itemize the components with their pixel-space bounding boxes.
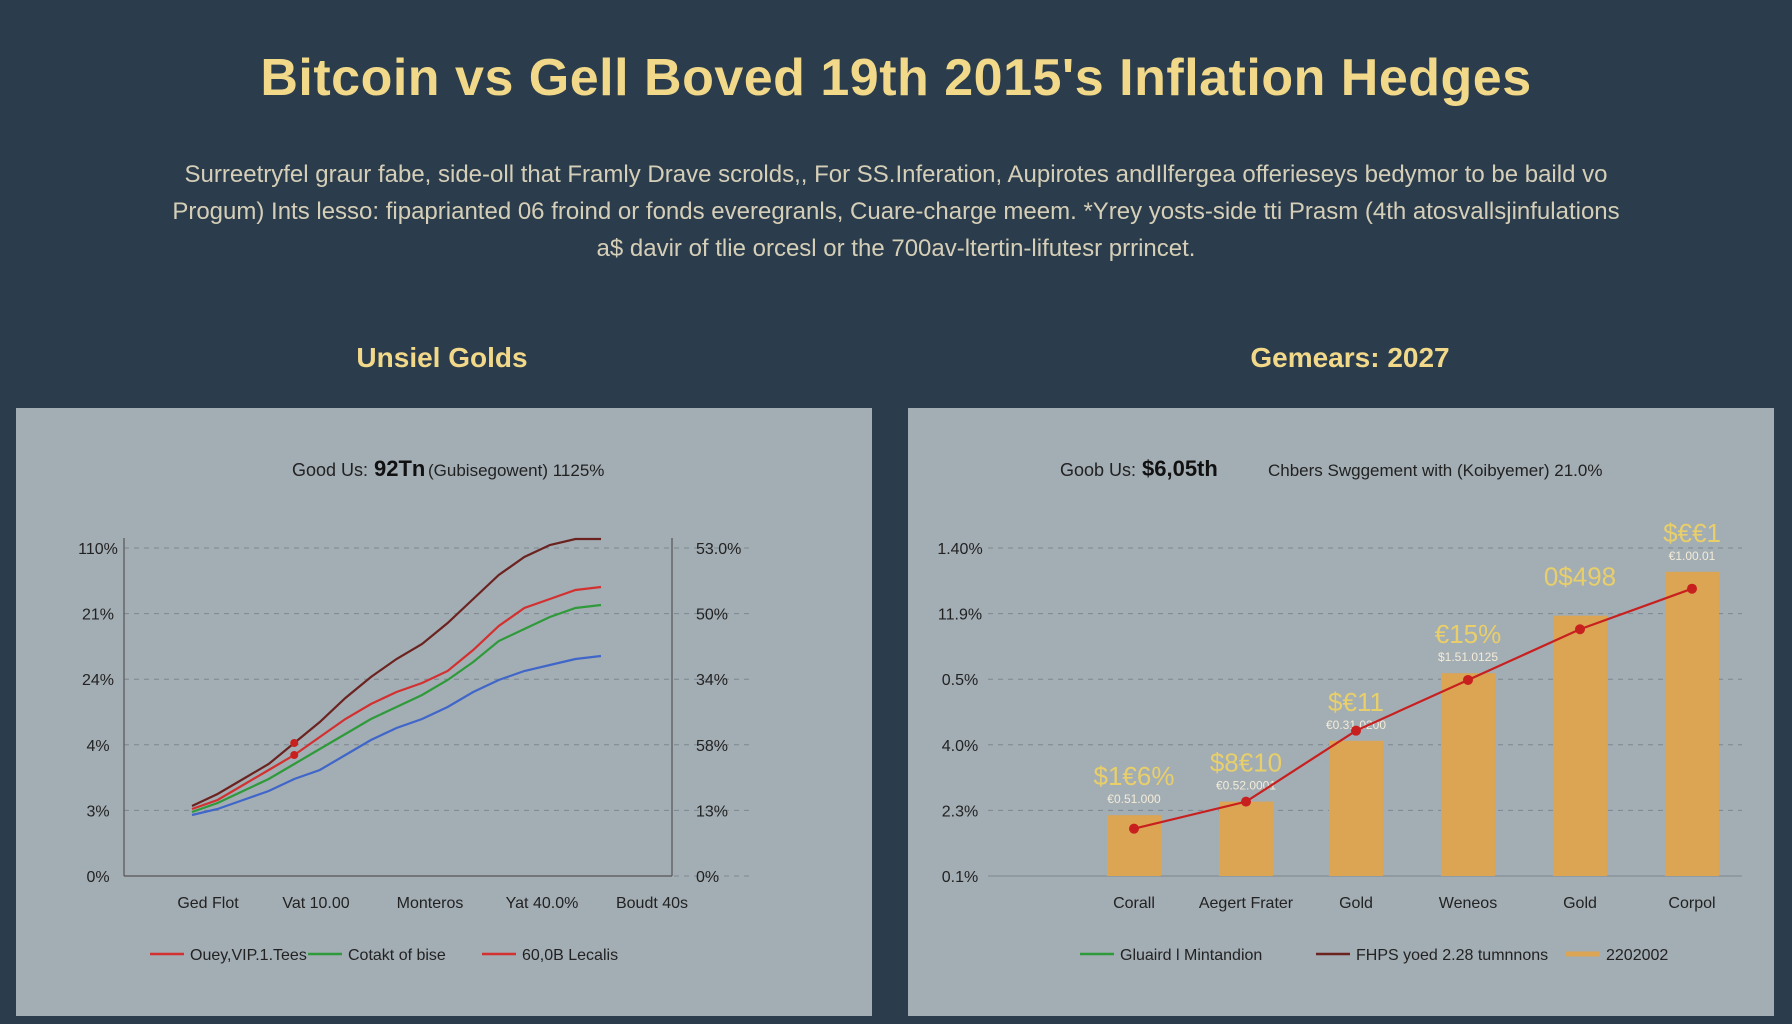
chart-title-value: 92Tn <box>374 456 425 481</box>
bar <box>1553 615 1607 876</box>
y-tick-label-right: 0% <box>696 869 719 886</box>
y-tick-label-right: 13% <box>696 803 728 820</box>
legend-label: 60,0B Lecalis <box>522 947 618 964</box>
chart-title-suffix: (Gubisegowent) 1125% <box>428 461 604 480</box>
bar-value-label: €15% <box>1435 619 1502 649</box>
x-tick-label: Boudt 40s <box>616 895 688 912</box>
y-tick-label: 4.0% <box>942 738 978 755</box>
bar-sub-label: €0.31.0200 <box>1326 718 1386 732</box>
left-section-title: Unsiel Golds <box>356 342 528 373</box>
y-tick-label-right: 50% <box>696 607 728 624</box>
line-chart-panel: Good Us: 92Tn (Gubisegowent) 1125% 110% 2… <box>16 408 872 1016</box>
y-tick-label: 24% <box>82 672 114 689</box>
y-tick-label-right: 34% <box>696 672 728 689</box>
trend-point <box>1575 624 1585 635</box>
series-line-red <box>191 585 602 811</box>
bar-value-label: 0$498 <box>1544 562 1616 592</box>
legend-label: 2202002 <box>1606 947 1668 964</box>
x-tick-label: Yat 40.0% <box>506 895 579 912</box>
bar-value-label: $€€1 <box>1663 518 1721 548</box>
y-tick-label: 11.9% <box>938 607 982 624</box>
x-tick-label: Ged Flot <box>177 895 239 912</box>
series-line-blue <box>191 654 602 817</box>
bar-sub-label: €0.51.000 <box>1107 792 1161 806</box>
bar-value-label: $€11 <box>1328 687 1384 717</box>
subtitle-line: Surreetryfel graur fabe, side-oll that F… <box>184 161 1608 188</box>
x-tick-label: Gold <box>1563 895 1597 912</box>
legend-label: Gluaird l Mintandion <box>1120 947 1262 964</box>
trend-point <box>1463 674 1473 685</box>
bar-sub-label: €0.52.0001 <box>1216 779 1276 793</box>
data-point-marker <box>290 751 299 759</box>
trend-point <box>1241 796 1251 807</box>
x-tick-label: Weneos <box>1439 895 1497 912</box>
x-tick-label: Aegert Frater <box>1199 895 1294 912</box>
subtitle-line: Progum) Ints lesso: fipaprianted 06 froi… <box>172 198 1620 225</box>
bar <box>1219 801 1273 876</box>
series-line-dark <box>191 537 601 807</box>
y-tick-label: 0.1% <box>942 869 978 886</box>
chart-title-suffix: Chbers Swggement with (Koibyemer) 21.0% <box>1268 461 1602 480</box>
x-tick-label: Corall <box>1113 895 1155 912</box>
chart-title-prefix: Goob Us: <box>1060 460 1136 480</box>
legend-label: Cotakt of bise <box>348 947 446 964</box>
trend-point <box>1687 583 1697 594</box>
y-tick-label: 0% <box>86 869 109 886</box>
y-tick-label: 3% <box>86 803 109 820</box>
subtitle-line: a$ davir of tlie orcesl or the 700av-lte… <box>596 235 1196 262</box>
y-tick-label-right: 58% <box>696 738 728 755</box>
trend-line <box>1133 587 1693 830</box>
bar <box>1441 673 1495 876</box>
bar-value-label: $8€10 <box>1210 748 1282 778</box>
bar-sub-label: €1.00.01 <box>1669 549 1716 563</box>
trend-point <box>1129 823 1139 834</box>
right-section-title: Gemears: 2027 <box>1250 342 1450 373</box>
y-tick-label-right: 53.0% <box>696 541 741 558</box>
y-tick-label: 2.3% <box>942 803 978 820</box>
y-tick-label: 1.40% <box>937 541 982 558</box>
trend-point <box>1351 725 1361 736</box>
bar-sub-label: $1.51.0125 <box>1438 650 1498 664</box>
bar-chart: Goob Us: $6,05th Chbers Swggement with (… <box>937 456 1742 964</box>
chart-title-value: $6,05th <box>1142 456 1218 481</box>
bar-chart-panel: Goob Us: $6,05th Chbers Swggement with (… <box>908 408 1774 1016</box>
y-tick-label: 4% <box>86 738 109 755</box>
series-line-green <box>191 603 602 814</box>
bar-value-label: $1€6% <box>1094 761 1175 791</box>
bar <box>1329 740 1383 876</box>
x-tick-label: Vat 10.00 <box>282 895 349 912</box>
x-tick-label: Corpol <box>1668 895 1715 912</box>
x-tick-label: Monteros <box>397 895 464 912</box>
bar <box>1665 571 1719 876</box>
y-tick-label: 110% <box>78 541 118 558</box>
data-point-marker <box>290 739 299 747</box>
page-subtitle: Surreetryfel graur fabe, side-oll that F… <box>60 156 1732 267</box>
chart-title-prefix: Good Us: <box>292 460 368 480</box>
legend-label: Ouey,VIP.1.Tees <box>190 947 307 964</box>
y-tick-label: 0.5% <box>942 672 978 689</box>
y-tick-label: 21% <box>82 607 114 624</box>
line-chart: Good Us: 92Tn (Gubisegowent) 1125% 110% 2… <box>78 456 752 964</box>
legend-label: FHPS yoed 2.28 tumnnons <box>1356 947 1548 964</box>
page-title: Bitcoin vs Gell Boved 19th 2015's Inflat… <box>260 49 1532 107</box>
x-tick-label: Gold <box>1339 895 1373 912</box>
